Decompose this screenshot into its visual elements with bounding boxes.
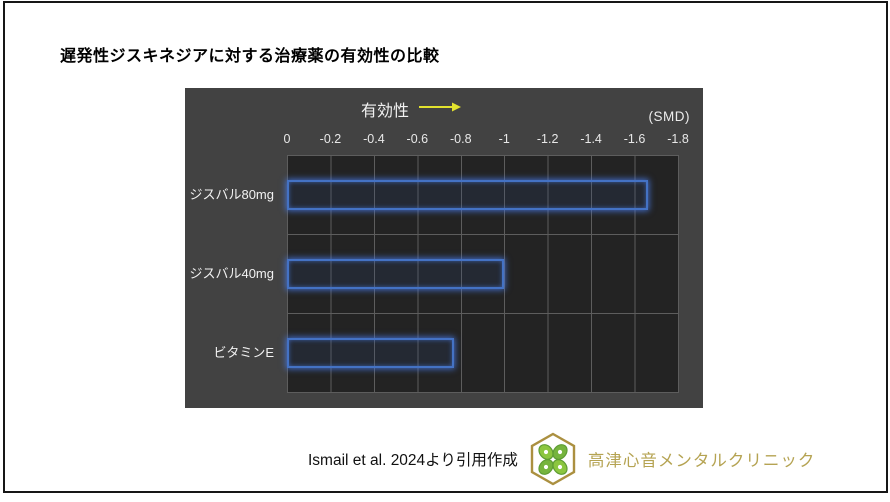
x-tick-label: -1.2	[536, 132, 559, 146]
x-tick-label: -1.6	[623, 132, 646, 146]
page-title: 遅発性ジスキネジアに対する治療薬の有効性の比較	[60, 48, 440, 65]
x-axis: 0 -0.2 -0.4 -0.6 -0.8 -1 -1.2 -1.4 -1.6 -1.8	[283, 132, 689, 150]
x-tick-label: -0.8	[449, 132, 472, 146]
right-arrow-icon	[418, 100, 462, 118]
x-tick-label: -1.4	[580, 132, 602, 146]
unit-label: (SMD)	[648, 109, 690, 124]
chart-header: 有効性	[361, 97, 462, 121]
bar-ジスバル40mg	[287, 258, 505, 289]
bar-ビタミンE	[287, 337, 455, 368]
x-tick-label: -1.8	[667, 132, 689, 146]
category-label: ジスバル80mg	[189, 186, 274, 202]
category-axis: ジスバル80mg ジスバル40mg ビタミンE	[185, 88, 281, 408]
x-tick-label: -0.4	[363, 132, 385, 146]
chart-panel: 有効性 (SMD) 0 -0.2 -0.4 -0.6 -0.8 -1 -1.2 -1.4 -1.…	[185, 88, 703, 408]
x-tick-label: -1	[498, 132, 510, 146]
effectiveness-label: 有効性	[361, 103, 410, 120]
plot-area	[287, 155, 679, 393]
clinic-name: 高津心音メンタルクリニック	[587, 452, 816, 470]
footer: Ismail et al. 2024より引用作成 高津心音メンタルクリニック	[308, 429, 815, 489]
clinic-logo-icon	[527, 430, 579, 488]
category-label: ジスバル40mg	[189, 265, 274, 281]
bar-ジスバル80mg	[287, 179, 648, 210]
x-tick-label: -0.2	[319, 132, 342, 146]
category-label: ビタミンE	[213, 344, 274, 360]
x-tick-label: 0	[283, 132, 291, 146]
x-tick-label: -0.6	[406, 132, 429, 146]
citation-text: Ismail et al. 2024より引用作成	[308, 452, 518, 469]
